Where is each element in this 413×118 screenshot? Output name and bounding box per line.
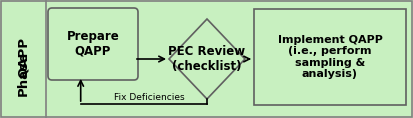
Text: PEC Review
(checklist): PEC Review (checklist): [169, 45, 246, 73]
Text: QAPP: QAPP: [17, 36, 29, 78]
Text: Implement QAPP
(i.e., perform
sampling &
analysis): Implement QAPP (i.e., perform sampling &…: [278, 35, 382, 79]
FancyBboxPatch shape: [48, 8, 138, 80]
Polygon shape: [169, 19, 245, 99]
Text: Phase: Phase: [17, 51, 29, 95]
Text: Prepare
QAPP: Prepare QAPP: [66, 30, 119, 58]
Bar: [254, 9, 406, 105]
Text: Fix Deficiencies: Fix Deficiencies: [114, 93, 184, 102]
